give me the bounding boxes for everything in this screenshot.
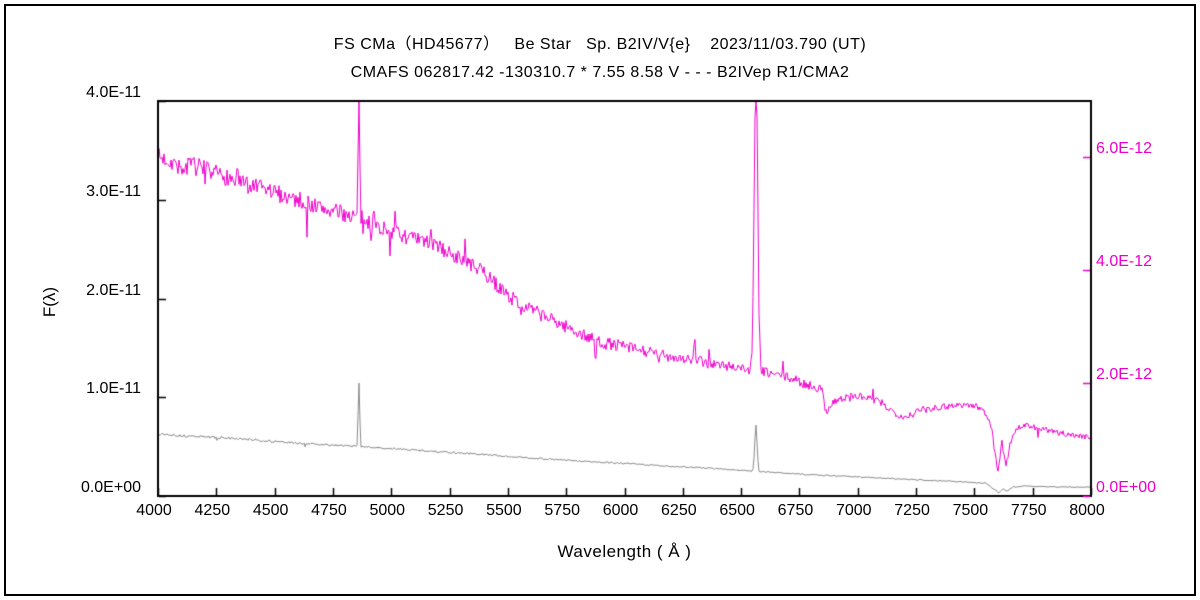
x-tick-label: 4250 [194,502,231,519]
x-tick-label: 6500 [719,502,755,519]
x-tick-label: 7500 [952,502,989,519]
x-tick-label: 4000 [136,502,172,519]
x-tick-label: 7750 [1010,502,1047,519]
x-tick-label: 5250 [427,502,464,519]
x-tick-label: 5500 [486,502,522,519]
x-tick-label: 8000 [1069,502,1105,519]
x-tick-label: 7250 [894,502,930,519]
y-right-tick-label: 0.0E+00 [1096,479,1157,496]
y-left-tick-label: 2.0E-11 [86,281,141,299]
y-left-tick-label: 3.0E-11 [86,182,141,200]
y-left-tick-label: 4.0E-11 [86,84,141,101]
y-left-tick-label: 0.0E+00 [80,479,141,496]
x-tick-label: 4750 [311,502,347,519]
y-right-tick-label: 2.0E-12 [1096,366,1153,384]
y-left-tick-label: 1.0E-11 [86,380,141,398]
x-tick-label: 7000 [835,502,872,519]
x-tick-label: 5000 [369,502,406,519]
x-tick-label: 6000 [602,502,639,519]
chart-frame: FS CMa（HD45677） Be Star Sp. B2IV/V{e} 20… [4,4,1200,600]
x-tick-label: 6750 [777,502,814,519]
x-tick-label: 4500 [252,502,289,519]
x-tick-label: 5750 [544,502,580,519]
y-right-tick-label: 4.0E-12 [1096,253,1153,271]
x-tick-label: 6250 [661,502,697,519]
spectrum-plot-canvas [6,6,1200,600]
y-right-tick-label: 6.0E-12 [1096,140,1153,158]
